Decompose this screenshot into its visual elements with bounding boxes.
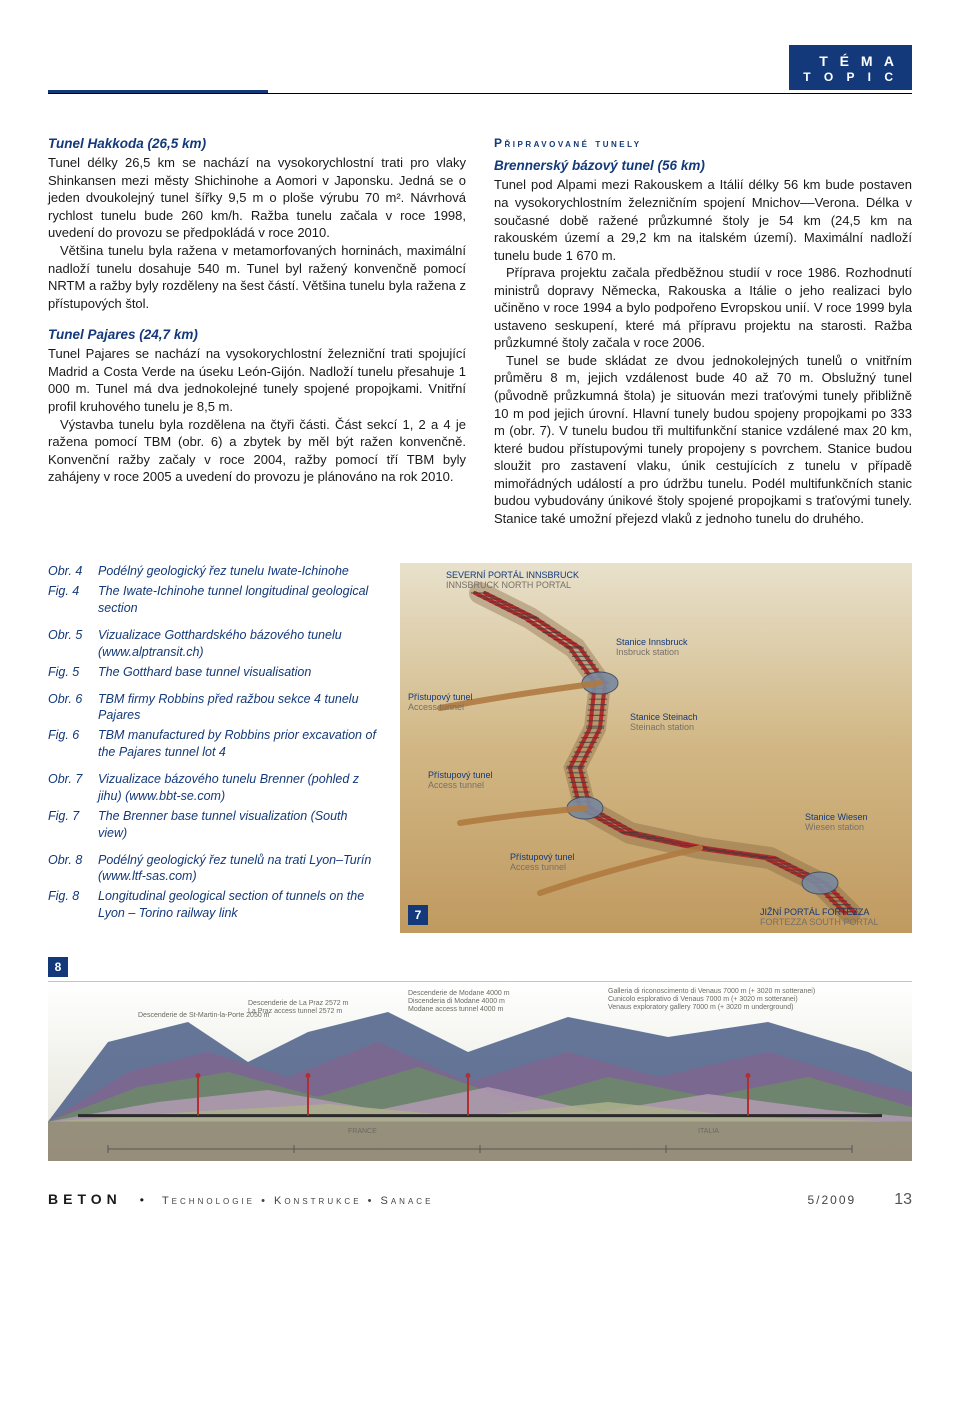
caption-text: Podélný geologický řez tunelu Iwate-Ichi… xyxy=(98,563,349,580)
figure-label: Přístupový tunelAccess tunnel xyxy=(408,693,473,713)
figure-label: Galleria di riconoscimento di Venaus 700… xyxy=(608,988,868,995)
right-column: Připravované tunely Brennerský bázový tu… xyxy=(494,135,912,541)
caption-item: Obr. 7Vizualizace bázového tunelu Brenne… xyxy=(48,771,378,805)
para-brenner-1: Tunel pod Alpami mezi Rakouskem a Itálií… xyxy=(494,176,912,264)
caption-item: Obr. 5Vizualizace Gotthardského bázového… xyxy=(48,627,378,661)
figure-label: FRANCE xyxy=(348,1128,377,1135)
caption-label: Obr. 7 xyxy=(48,771,90,805)
caption-label: Obr. 4 xyxy=(48,563,90,580)
caption-item: Obr. 6TBM firmy Robbins před ražbou sekc… xyxy=(48,691,378,725)
figure-label: Stanice WiesenWiesen station xyxy=(805,813,868,833)
section-title-pajares: Tunel Pajares (24,7 km) xyxy=(48,326,466,344)
figure-label: Stanice InnsbruckInsbruck station xyxy=(616,638,688,658)
para-pajares-1: Tunel Pajares se nachází na vysokorychlo… xyxy=(48,345,466,415)
caption-label: Obr. 6 xyxy=(48,691,90,725)
caption-item: Fig. 5 The Gotthard base tunnel visualisa… xyxy=(48,664,378,681)
caption-item: Obr. 8Podélný geologický řez tunelů na t… xyxy=(48,852,378,886)
caption-item: Fig. 8Longitudinal geological section of… xyxy=(48,888,378,922)
footer-bullet: • xyxy=(140,1192,144,1208)
figure-label: JIŽNÍ PORTÁL FORTEZZAFORTEZZA SOUTH PORT… xyxy=(760,908,879,928)
caption-item: Obr. 4 Podélný geologický řez tunelu Iwat… xyxy=(48,563,378,580)
caption-label: Fig. 8 xyxy=(48,888,90,922)
caption-item: Fig. 7The Brenner base tunnel visualizat… xyxy=(48,808,378,842)
figure-label: Přístupový tunelAccess tunnel xyxy=(510,853,575,873)
figure-captions: Obr. 4 Podélný geologický řez tunelu Iwat… xyxy=(48,563,378,932)
subhead-prepared: Připravované tunely xyxy=(494,135,912,151)
figure-label: SEVERNÍ PORTÁL INNSBRUCKINNSBRUCK NORTH … xyxy=(446,571,579,591)
header-rule xyxy=(48,93,912,94)
caption-group: Obr. 6TBM firmy Robbins před ražbou sekc… xyxy=(48,691,378,762)
caption-label: Fig. 4 xyxy=(48,583,90,617)
caption-group: Obr. 4 Podélný geologický řez tunelu Iwat… xyxy=(48,563,378,617)
figure-7-number: 7 xyxy=(408,905,428,925)
topic-badge: T É M A T O P I C xyxy=(789,45,912,90)
footer-brand: BETON xyxy=(48,1190,122,1209)
footer-page-number: 13 xyxy=(894,1189,912,1211)
caption-text: Vizualizace bázového tunelu Brenner (poh… xyxy=(98,771,378,805)
body-columns: Tunel Hakkoda (26,5 km) Tunel délky 26,5… xyxy=(48,135,912,541)
para-hakkoda-1: Tunel délky 26,5 km se nachází na vysoko… xyxy=(48,154,466,242)
caption-text: Podélný geologický řez tunelů na trati L… xyxy=(98,852,378,886)
figure-8-wrap: 8 Descenderie de St-Martin-la-Porte 2050… xyxy=(48,957,912,1161)
page-footer: BETON • Technologie • Konstrukce • Sanac… xyxy=(48,1189,912,1211)
para-brenner-2: Příprava projektu začala předběžnou stud… xyxy=(494,264,912,352)
para-pajares-2: Výstavba tunelu byla rozdělena na čtyři … xyxy=(48,416,466,486)
figure-8: Descenderie de St-Martin-la-Porte 2050 m… xyxy=(48,981,912,1161)
caption-label: Fig. 7 xyxy=(48,808,90,842)
figure-label: Descenderie de Modane 4000 m xyxy=(408,990,558,997)
caption-text: Vizualizace Gotthardského bázového tunel… xyxy=(98,627,378,661)
caption-group: Obr. 8Podélný geologický řez tunelů na t… xyxy=(48,852,378,923)
figure-label: Discenderia di Modane 4000 m xyxy=(408,998,558,1005)
topic-line1: T É M A xyxy=(803,53,898,70)
caption-label: Fig. 6 xyxy=(48,727,90,761)
caption-text: The Brenner base tunnel visualization (S… xyxy=(98,808,378,842)
figure-8-number: 8 xyxy=(48,957,68,977)
figure-label: ITALIA xyxy=(698,1128,719,1135)
section-title-hakkoda: Tunel Hakkoda (26,5 km) xyxy=(48,135,466,153)
figure-label: Descenderie de La Praz 2572 m xyxy=(248,1000,388,1007)
para-brenner-3: Tunel se bude skládat ze dvou jednokolej… xyxy=(494,352,912,527)
topic-line2: T O P I C xyxy=(803,70,898,84)
caption-label: Obr. 5 xyxy=(48,627,90,661)
caption-text: The Iwate-Ichinohe tunnel longitudinal g… xyxy=(98,583,378,617)
footer-tagline: Technologie • Konstrukce • Sanace xyxy=(162,1194,433,1209)
caption-label: Obr. 8 xyxy=(48,852,90,886)
page-header: T É M A T O P I C xyxy=(48,45,912,105)
caption-item: Fig. 4The Iwate-Ichinohe tunnel longitud… xyxy=(48,583,378,617)
figure-label: Modane access tunnel 4000 m xyxy=(408,1006,558,1013)
figure-7: SEVERNÍ PORTÁL INNSBRUCKINNSBRUCK NORTH … xyxy=(400,563,912,933)
figure-7-wrap: SEVERNÍ PORTÁL INNSBRUCKINNSBRUCK NORTH … xyxy=(400,563,912,933)
figure-label: Cunicolo esplorativo di Venaus 7000 m (+… xyxy=(608,996,868,1003)
caption-label: Fig. 5 xyxy=(48,664,90,681)
caption-group: Obr. 5Vizualizace Gotthardského bázového… xyxy=(48,627,378,681)
caption-text: TBM firmy Robbins před ražbou sekce 4 tu… xyxy=(98,691,378,725)
para-hakkoda-2: Většina tunelu byla ražena v metamorfova… xyxy=(48,242,466,312)
left-column: Tunel Hakkoda (26,5 km) Tunel délky 26,5… xyxy=(48,135,466,541)
caption-text: The Gotthard base tunnel visualisation xyxy=(98,664,311,681)
mid-row: Obr. 4 Podélný geologický řez tunelu Iwat… xyxy=(48,563,912,933)
section-title-brenner: Brennerský bázový tunel (56 km) xyxy=(494,157,912,175)
footer-issue: 5/2009 xyxy=(808,1192,857,1208)
figure-label: Venaus exploratory gallery 7000 m (+ 302… xyxy=(608,1004,868,1011)
caption-group: Obr. 7Vizualizace bázového tunelu Brenne… xyxy=(48,771,378,842)
figure-label: Stanice SteinachSteinach station xyxy=(630,713,698,733)
caption-text: TBM manufactured by Robbins prior excava… xyxy=(98,727,378,761)
caption-item: Fig. 6TBM manufactured by Robbins prior … xyxy=(48,727,378,761)
figure-label: Přístupový tunelAccess tunnel xyxy=(428,771,493,791)
figure-label: La Praz access tunnel 2572 m xyxy=(248,1008,388,1015)
caption-text: Longitudinal geological section of tunne… xyxy=(98,888,378,922)
